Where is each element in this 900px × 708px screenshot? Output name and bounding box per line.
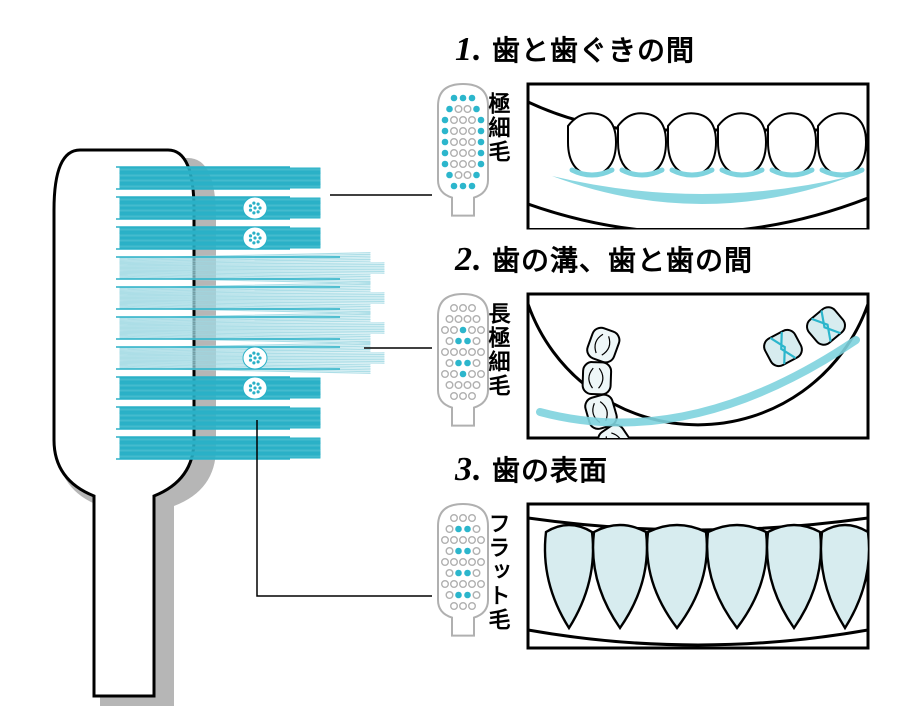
section-title: 1. 歯と歯ぐきの間 <box>455 31 695 68</box>
diagram-svg: 1. 歯と歯ぐきの間極細毛 2. 歯の溝、歯と歯の間長極細毛 3. 歯の表面フラット… <box>0 0 900 708</box>
mini-brush-head <box>438 504 488 636</box>
section-title: 2. 歯の溝、歯と歯の間 <box>454 241 753 278</box>
mini-brush-head <box>438 84 488 216</box>
bristle-type-label: 極細毛 <box>486 91 511 164</box>
bristle-type-label: フラット毛 <box>486 512 511 632</box>
bristle-type-label: 長極細毛 <box>486 302 511 398</box>
infographic-root: 1. 歯と歯ぐきの間極細毛 2. 歯の溝、歯と歯の間長極細毛 3. 歯の表面フラット… <box>0 0 900 708</box>
mini-brush-head <box>438 294 488 426</box>
section-title: 3. 歯の表面 <box>454 451 608 488</box>
toothbrush-main <box>54 150 384 706</box>
